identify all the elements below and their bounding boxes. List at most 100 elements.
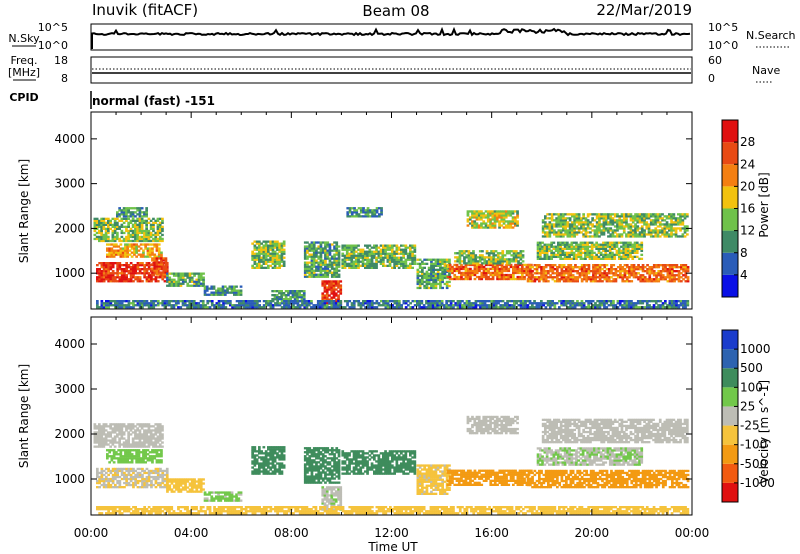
- power-cell: [160, 261, 163, 264]
- power-cell: [181, 304, 185, 307]
- power-cell: [622, 247, 626, 250]
- power-cell: [668, 274, 672, 277]
- power-cell: [684, 270, 688, 273]
- power-cell: [671, 278, 674, 281]
- power-cell: [155, 259, 159, 262]
- power-cell: [594, 264, 597, 267]
- power-cell: [454, 260, 457, 263]
- velocity-cell: [102, 481, 106, 485]
- power-cell: [330, 290, 334, 293]
- power-cell: [269, 252, 272, 255]
- power-cell: [478, 260, 482, 263]
- power-cell: [181, 274, 185, 277]
- power-cell: [303, 269, 307, 272]
- power-cell: [96, 272, 99, 275]
- power-cell: [585, 276, 588, 279]
- power-cell: [364, 256, 367, 259]
- power-cell: [197, 280, 201, 283]
- power-cell: [476, 256, 480, 259]
- power-cell: [427, 266, 431, 269]
- power-cell: [425, 302, 428, 305]
- power-cell: [138, 264, 142, 267]
- power-cell: [638, 235, 642, 238]
- power-cell: [100, 231, 103, 235]
- power-cell: [96, 278, 99, 281]
- power-cell: [258, 252, 261, 255]
- power-cell: [106, 253, 109, 256]
- power-cell: [502, 222, 506, 225]
- power-cell: [127, 266, 131, 269]
- power-cell: [472, 252, 475, 255]
- power-cell: [143, 268, 146, 271]
- power-cell: [395, 250, 399, 253]
- power-cell: [486, 226, 490, 229]
- power-cell: [127, 207, 130, 210]
- power-cell: [330, 284, 334, 287]
- power-cell: [330, 265, 334, 268]
- power-cell: [605, 300, 609, 303]
- power-cell: [661, 231, 664, 234]
- power-cell: [583, 264, 586, 267]
- power-cell: [109, 227, 112, 230]
- power-cell: [439, 258, 442, 261]
- power-cell: [220, 304, 223, 307]
- power-cell: [473, 271, 477, 275]
- power-cell: [141, 304, 144, 307]
- power-cell: [668, 215, 671, 218]
- power-cell: [682, 268, 685, 271]
- power-cell: [575, 225, 579, 228]
- power-cell: [123, 268, 126, 271]
- power-cell: [599, 245, 603, 248]
- power-cell: [556, 266, 559, 269]
- power-cell: [467, 302, 471, 305]
- power-cell: [233, 285, 236, 288]
- power-cell: [457, 265, 461, 269]
- power-cell: [546, 225, 549, 228]
- power-cell: [163, 306, 167, 309]
- power-cell: [641, 302, 645, 305]
- power-cell: [668, 225, 671, 228]
- power-cell: [517, 262, 520, 265]
- power-cell: [617, 253, 621, 256]
- power-cell: [373, 262, 376, 265]
- power-cell: [629, 223, 633, 226]
- power-cell: [352, 244, 356, 247]
- power-cell: [283, 302, 286, 305]
- power-cell: [580, 268, 584, 271]
- power-cell: [337, 286, 340, 289]
- power-cell: [375, 250, 378, 253]
- power-cell: [404, 306, 408, 309]
- power-cell: [528, 302, 532, 305]
- power-cell: [680, 268, 683, 271]
- power-cell: [160, 273, 163, 276]
- power-cell: [425, 272, 429, 275]
- power-cell: [362, 211, 365, 214]
- power-cell: [134, 239, 137, 243]
- power-cell: [491, 214, 495, 217]
- power-cell: [567, 270, 570, 273]
- power-cell: [570, 243, 574, 246]
- power-cell: [145, 209, 148, 212]
- power-cell: [267, 244, 270, 247]
- power-cell: [328, 306, 331, 309]
- power-cell: [625, 300, 629, 303]
- power-cell: [631, 251, 635, 254]
- power-cell: [592, 272, 595, 275]
- power-cell: [258, 258, 261, 261]
- power-cell: [683, 215, 687, 218]
- power-cell: [102, 272, 106, 275]
- power-cell: [499, 300, 503, 303]
- power-cell: [504, 216, 508, 219]
- power-cell: [677, 217, 680, 220]
- power-cell: [551, 266, 555, 269]
- power-cell: [568, 217, 572, 220]
- power-cell: [477, 214, 481, 217]
- power-cell: [155, 245, 159, 248]
- power-cell: [129, 235, 133, 239]
- power-cell: [553, 213, 556, 216]
- power-cell: [373, 209, 377, 212]
- power-cell: [397, 246, 401, 249]
- power-cell: [553, 276, 557, 279]
- power-cell: [648, 278, 652, 281]
